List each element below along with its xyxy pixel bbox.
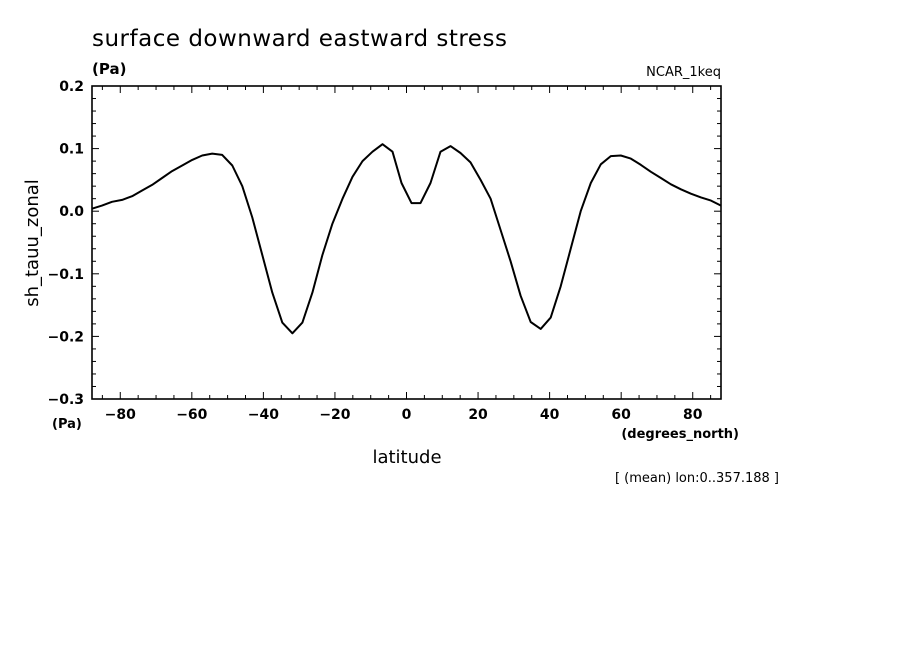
x-tick-label: 60 bbox=[611, 407, 631, 423]
chart-title: surface downward eastward stress bbox=[92, 26, 507, 52]
mean-note: [ (mean) lon:0..357.188 ] bbox=[615, 471, 779, 486]
x-tick-label: 40 bbox=[540, 407, 560, 423]
x-tick-label: 20 bbox=[468, 407, 488, 423]
x-tick-labels: −80 −60 −40 −20 0 20 40 60 80 bbox=[105, 407, 703, 423]
x-axis-label: latitude bbox=[372, 447, 441, 468]
y-tick-label: 0.1 bbox=[59, 142, 84, 158]
y-tick-label: −0.3 bbox=[47, 392, 84, 408]
y-tick-label: −0.1 bbox=[47, 267, 84, 283]
x-units-label: (degrees_north) bbox=[621, 427, 739, 442]
y-tick-label: −0.2 bbox=[47, 329, 84, 345]
axis-ticks bbox=[92, 85, 721, 400]
dataset-label: NCAR_1keq bbox=[646, 65, 721, 80]
y-tick-labels: 0.2 0.1 0.0 −0.1 −0.2 −0.3 bbox=[47, 79, 84, 408]
x-tick-label: −40 bbox=[248, 407, 279, 423]
y-axis-label: sh_tauu_zonal bbox=[22, 179, 43, 307]
y-tick-label: 0.0 bbox=[59, 204, 84, 220]
plot-frame bbox=[91, 85, 722, 400]
x-tick-label: 0 bbox=[402, 407, 412, 423]
x-tick-label: −60 bbox=[176, 407, 207, 423]
y-tick-label: 0.2 bbox=[59, 79, 84, 95]
y-units-label: (Pa) bbox=[52, 417, 82, 432]
x-tick-label: −80 bbox=[105, 407, 136, 423]
title-units: (Pa) bbox=[92, 60, 126, 78]
series-line bbox=[91, 143, 722, 335]
x-tick-label: 80 bbox=[683, 407, 703, 423]
x-tick-label: −20 bbox=[319, 407, 350, 423]
